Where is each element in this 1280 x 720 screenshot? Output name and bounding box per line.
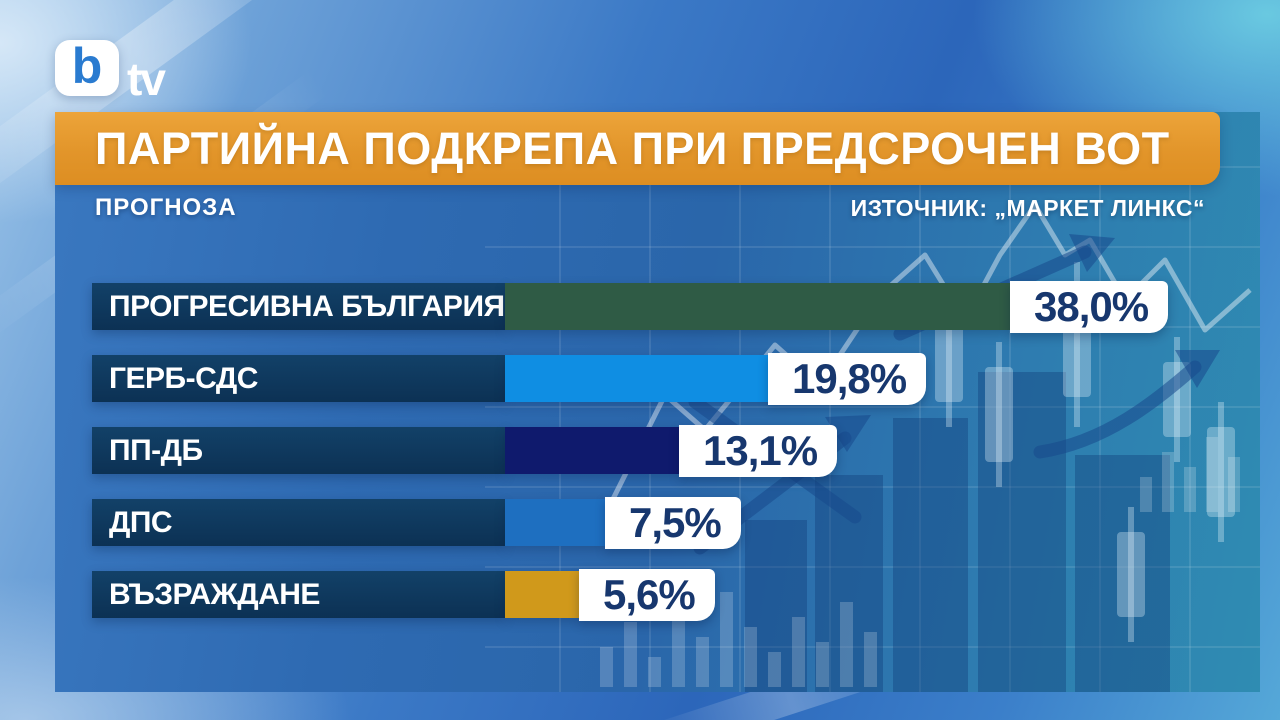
bar xyxy=(505,571,579,618)
bar xyxy=(505,283,1010,330)
chart-row: ВЪЗРАЖДАНЕ 5,6% xyxy=(0,569,1280,623)
value-badge: 7,5% xyxy=(605,497,741,549)
forecast-label: ПРОГНОЗА xyxy=(95,194,237,221)
btv-logo: b tv xyxy=(55,30,205,105)
bar xyxy=(505,499,605,546)
value-text: 19,8% xyxy=(792,355,907,402)
title-banner: ПАРТИЙНА ПОДКРЕПА ПРИ ПРЕДСРОЧЕН ВОТ xyxy=(55,112,1220,185)
chart-title: ПАРТИЙНА ПОДКРЕПА ПРИ ПРЕДСРОЧЕН ВОТ xyxy=(95,122,1170,174)
party-label-box: ГЕРБ-СДС xyxy=(92,355,505,402)
value-badge: 5,6% xyxy=(579,569,715,621)
value-badge: 19,8% xyxy=(768,353,927,405)
party-name: ВЪЗРАЖДАНЕ xyxy=(109,577,320,611)
chart-row: ДПС 7,5% xyxy=(0,497,1280,551)
chart-row: ПП-ДБ 13,1% xyxy=(0,425,1280,479)
party-name: ПП-ДБ xyxy=(109,433,203,467)
chart-row: ГЕРБ-СДС 19,8% xyxy=(0,353,1280,407)
party-label-box: ДПС xyxy=(92,499,505,546)
btv-logo-b: b xyxy=(71,38,103,94)
btv-logo-square: b xyxy=(55,40,119,96)
value-text: 38,0% xyxy=(1034,283,1149,330)
party-label-box: ПП-ДБ xyxy=(92,427,505,474)
party-label-box: ВЪЗРАЖДАНЕ xyxy=(92,571,505,618)
btv-logo-tv: tv xyxy=(127,53,166,105)
bar xyxy=(505,355,768,402)
party-name: ПРОГРЕСИВНА БЪЛГАРИЯ xyxy=(109,289,505,323)
party-label-box: ПРОГРЕСИВНА БЪЛГАРИЯ xyxy=(92,283,505,330)
bar xyxy=(505,427,679,474)
value-text: 13,1% xyxy=(703,427,818,474)
chart-row: ПРОГРЕСИВНА БЪЛГАРИЯ 38,0% xyxy=(0,281,1280,335)
value-badge: 13,1% xyxy=(679,425,838,477)
party-name: ДПС xyxy=(109,505,173,539)
value-badge: 38,0% xyxy=(1010,281,1169,333)
value-text: 7,5% xyxy=(629,499,722,546)
value-text: 5,6% xyxy=(603,571,696,618)
party-name: ГЕРБ-СДС xyxy=(109,361,258,395)
source-label: ИЗТОЧНИК: „МАРКЕТ ЛИНКС“ xyxy=(850,195,1205,221)
